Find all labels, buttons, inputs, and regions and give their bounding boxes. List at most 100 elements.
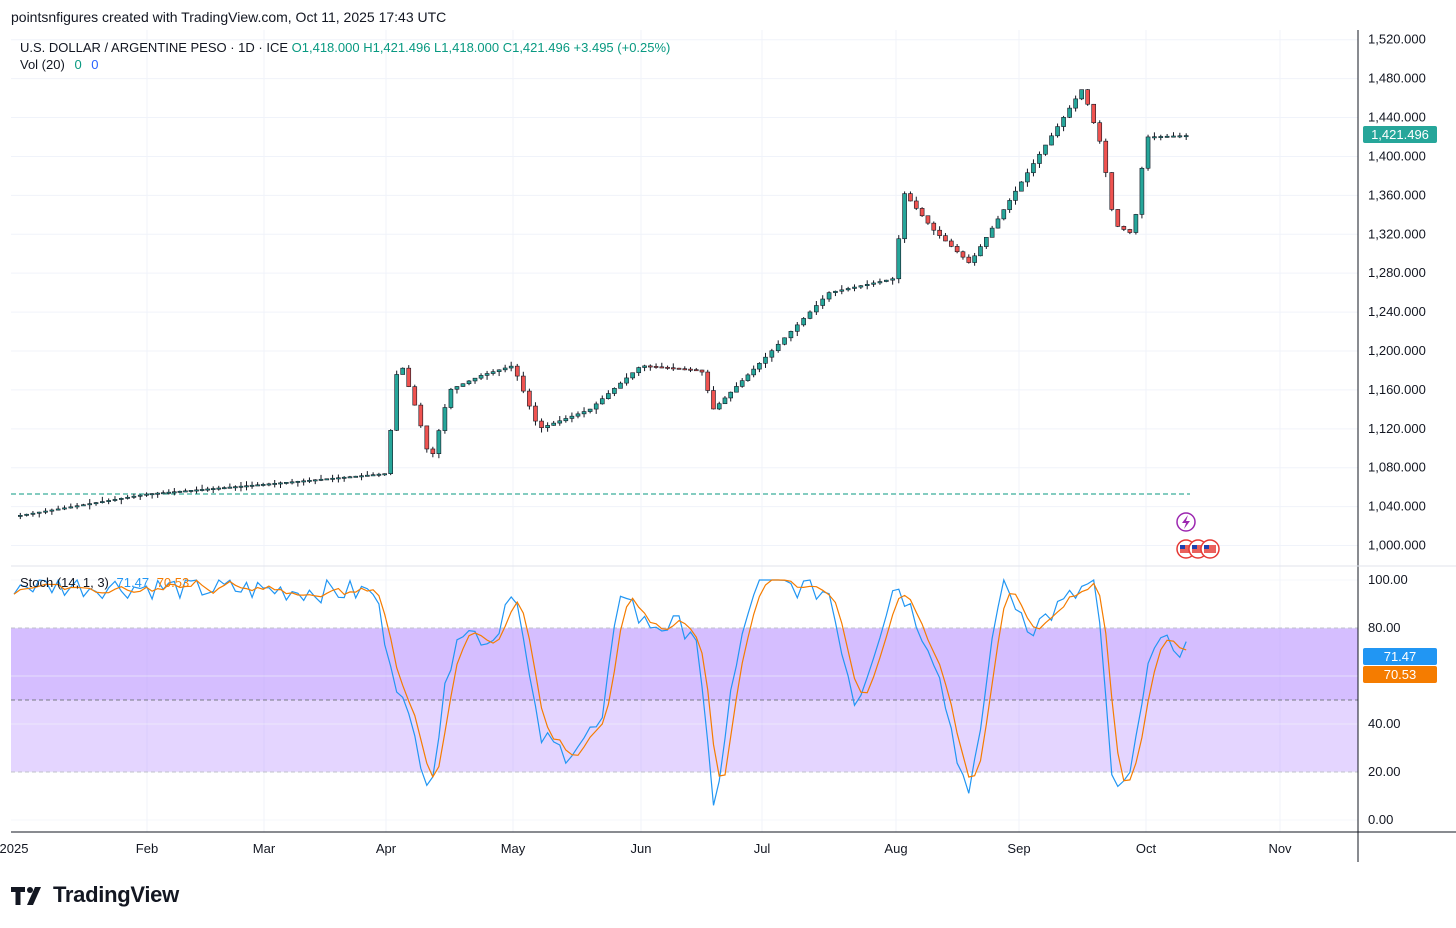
- candle-body: [62, 507, 67, 510]
- candle-body: [353, 475, 359, 478]
- stoch-axis-label: 20.00: [1368, 764, 1401, 779]
- time-axis-label: Oct: [1136, 841, 1157, 856]
- candle-body: [1152, 136, 1157, 139]
- candle-body: [648, 365, 653, 368]
- candle-body: [460, 383, 466, 387]
- price-axis-label: 1,360.000: [1368, 187, 1426, 202]
- candle-body: [883, 279, 889, 282]
- candle-body: [1055, 126, 1060, 137]
- candle-body: [937, 229, 942, 236]
- candle-body: [238, 485, 244, 488]
- candle-body: [1085, 89, 1090, 105]
- candle-body: [55, 508, 61, 511]
- stoch-d-value: 70.53: [156, 575, 190, 590]
- candle-body: [931, 222, 937, 231]
- stoch-band-lower: [11, 700, 1358, 772]
- stoch-label: Stoch (14, 1, 3): [20, 575, 109, 590]
- candle-body: [1139, 167, 1145, 215]
- candle-body: [954, 246, 960, 253]
- candle-body: [472, 377, 478, 382]
- candle-body: [508, 365, 514, 369]
- candle-body: [716, 403, 722, 410]
- tradingview-logo[interactable]: TradingView: [11, 882, 179, 908]
- candle-body: [324, 478, 330, 481]
- candle-body: [216, 487, 222, 490]
- volume-value-a: 0: [74, 57, 82, 72]
- price-axis-label: 1,040.000: [1368, 499, 1426, 514]
- stoch-k-badge: 71.47: [1363, 648, 1437, 665]
- candle-body: [1115, 209, 1121, 227]
- candle-body: [688, 368, 693, 371]
- tradingview-wordmark: TradingView: [53, 882, 179, 907]
- candle-body: [1133, 214, 1139, 233]
- candle-body: [871, 282, 876, 285]
- candle-body: [833, 290, 838, 293]
- candle-body: [183, 490, 188, 493]
- candle-body: [1091, 103, 1097, 124]
- price-axis-label: 1,280.000: [1368, 265, 1426, 280]
- candle-body: [966, 256, 972, 263]
- price-axis-label: 1,400.000: [1368, 148, 1426, 163]
- candle-body: [227, 486, 233, 489]
- tradingview-logo-icon: [11, 887, 41, 905]
- candle-body: [527, 390, 532, 407]
- candle-body: [581, 411, 587, 415]
- candle-body: [925, 215, 931, 224]
- candle-body: [599, 398, 605, 405]
- candle-body: [972, 255, 977, 263]
- candle-body: [222, 487, 227, 490]
- candle-body: [1049, 135, 1054, 146]
- candle-body: [172, 491, 177, 494]
- candle-body: [989, 227, 995, 238]
- us-flag-stripes: [1192, 545, 1204, 553]
- candle-body: [960, 251, 966, 258]
- candle-body: [794, 324, 800, 332]
- price-axis-label: 1,320.000: [1368, 226, 1426, 241]
- candle-body: [278, 482, 283, 485]
- candle-body: [131, 495, 137, 498]
- candle-body: [118, 498, 124, 500]
- candle-body: [557, 420, 563, 424]
- price-axis-label: 1,200.000: [1368, 343, 1426, 358]
- candle-body: [149, 493, 155, 496]
- volume-label: Vol (20): [20, 57, 65, 72]
- price-axis-label: 1,440.000: [1368, 110, 1426, 125]
- stoch-axis-label: 100.00: [1368, 572, 1408, 587]
- candle-body: [430, 448, 436, 454]
- candle-body: [1097, 122, 1103, 142]
- candle-body: [210, 488, 216, 490]
- candle-body: [763, 356, 768, 364]
- candle-body: [272, 483, 278, 485]
- candle-body: [659, 366, 665, 369]
- candle-body: [807, 311, 813, 319]
- candle-body: [845, 288, 851, 291]
- candle-body: [365, 474, 370, 477]
- candle-body: [1121, 226, 1127, 230]
- candle-body: [233, 486, 238, 489]
- candle-body: [890, 278, 895, 281]
- candle-body: [448, 388, 454, 408]
- candle-body: [728, 391, 734, 399]
- candle-body: [539, 420, 544, 429]
- us-flag-stripes: [1180, 545, 1192, 553]
- candle-body: [814, 305, 819, 313]
- candle-body: [442, 407, 448, 431]
- candle-body: [852, 286, 857, 289]
- stoch-legend: Stoch (14, 1, 3) 71.47 70.53: [20, 575, 189, 590]
- candle-body: [587, 408, 593, 412]
- candle-body: [93, 502, 99, 505]
- candle-body: [908, 193, 913, 202]
- candle-body: [782, 337, 787, 345]
- candle-body: [676, 367, 682, 370]
- candle-body: [43, 510, 48, 513]
- time-axis-label: Mar: [253, 841, 276, 856]
- candle-body: [711, 390, 716, 410]
- candle-body: [260, 484, 266, 486]
- candle-body: [188, 490, 194, 492]
- candle-body: [984, 237, 989, 247]
- volume-value-b: 0: [91, 57, 99, 72]
- candle-body: [1013, 190, 1018, 201]
- price-axis-label: 1,520.000: [1368, 32, 1426, 47]
- candle-body: [569, 415, 575, 419]
